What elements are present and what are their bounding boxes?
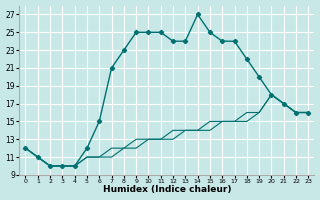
- X-axis label: Humidex (Indice chaleur): Humidex (Indice chaleur): [103, 185, 231, 194]
